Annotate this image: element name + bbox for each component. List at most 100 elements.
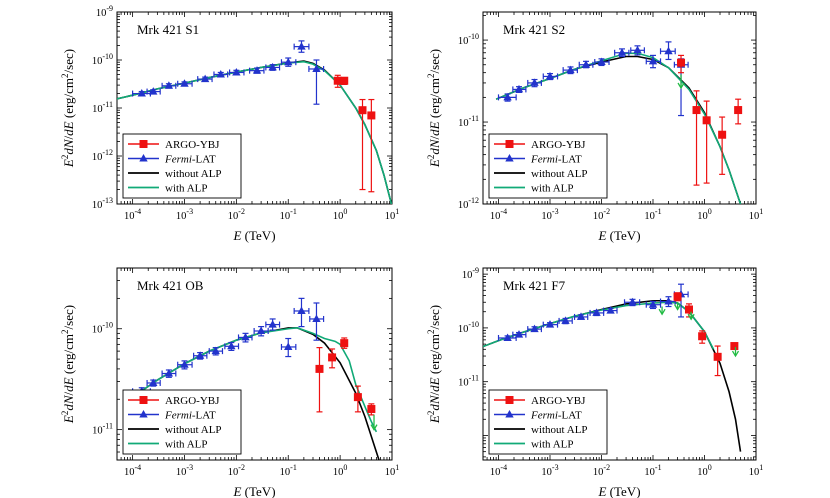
argo-point — [340, 76, 349, 85]
argo-point — [713, 352, 722, 361]
x-tick-label: 10-1 — [644, 207, 661, 222]
y-tick-base: 10 — [92, 200, 103, 211]
x-axis-symbol: E — [597, 228, 606, 243]
y-tick-label: 10-10 — [92, 321, 113, 336]
y-tick-exponent: -13 — [102, 196, 113, 205]
fermi-point — [312, 64, 321, 72]
legend-fermi-label: Fermi-LAT — [530, 154, 582, 166]
y-axis-slash: / — [427, 391, 442, 395]
y-axis-slash: / — [61, 135, 76, 139]
y-axis-unit-sup: 2 — [426, 329, 436, 334]
argo-point — [315, 364, 324, 373]
argo-point — [328, 353, 337, 362]
x-tick-exponent: 1 — [395, 463, 399, 472]
argo-point — [684, 305, 693, 314]
x-tick-label: 101 — [749, 207, 764, 222]
panel-1: 10-4 10-3 10-2 10-1 100 10110-1310-1210-1110-… — [60, 4, 399, 243]
fermi-point — [256, 326, 266, 334]
y-axis-unit: (erg/cm — [61, 78, 76, 121]
x-tick-exponent: 0 — [343, 207, 347, 216]
x-tick-base: 10 — [280, 467, 291, 478]
y-axis-dN: dN — [427, 138, 442, 155]
y-axis-E: E — [427, 159, 442, 168]
x-tick-base: 10 — [176, 211, 187, 222]
upper-limit-arrow-head — [658, 308, 666, 316]
y-tick-base: 10 — [92, 325, 103, 336]
x-tick-base: 10 — [228, 467, 239, 478]
legend-argo-marker — [505, 140, 514, 148]
x-tick-base: 10 — [333, 467, 344, 478]
y-tick-label: 10-10 — [92, 52, 113, 67]
legend-argo-marker — [505, 396, 514, 404]
y-tick-base: 10 — [458, 36, 469, 47]
y-axis-unit-sup: 2 — [60, 73, 70, 78]
panel-title: Mrk 421 S1 — [137, 22, 199, 37]
legend-fermi-marker — [139, 154, 148, 162]
fermi-point — [530, 324, 539, 333]
argo-point — [677, 58, 686, 67]
plot-area — [124, 297, 380, 460]
fermi-point — [514, 330, 524, 338]
x-tick-label: 10-4 — [124, 463, 141, 478]
x-tick-base: 10 — [490, 467, 501, 478]
x-axis-symbol: E — [232, 228, 241, 243]
fermi-point — [241, 332, 250, 341]
x-tick-exponent: -1 — [290, 463, 297, 472]
fermi-point — [137, 89, 146, 97]
legend-fermi-rest: -LAT — [558, 410, 582, 422]
legend-fermi-italic: Fermi — [164, 154, 192, 166]
fermi-point — [503, 92, 512, 101]
plot-area — [495, 41, 743, 204]
argo-point — [698, 332, 707, 341]
plot-frame — [482, 11, 757, 205]
x-tick-base: 10 — [697, 467, 708, 478]
fermi-point — [503, 333, 512, 341]
fermi-point — [268, 62, 277, 71]
y-tick-base: 10 — [458, 118, 469, 129]
y-axis-E: E — [61, 415, 76, 424]
x-tick-base: 10 — [176, 467, 187, 478]
y-axis-title: E2dN/dE (erg/cm2/sec) — [60, 49, 76, 168]
fermi-point — [284, 57, 293, 66]
y-axis-unit-end: /sec) — [61, 305, 76, 330]
y-axis-unit: (erg/cm — [427, 78, 442, 121]
argo-point — [367, 405, 376, 414]
legend-argo-marker — [139, 396, 148, 404]
x-tick-label: 10-1 — [280, 463, 297, 478]
x-tick-label: 10-1 — [644, 463, 661, 478]
panel-title: Mrk 421 F7 — [503, 278, 566, 293]
y-axis-sup: 2 — [426, 155, 436, 160]
legend: ARGO-YBJ Fermi-LAT without ALP with ALP — [488, 133, 608, 199]
legend-without-label: without ALP — [531, 168, 588, 180]
x-axis-symbol: E — [597, 484, 606, 498]
x-tick-base: 10 — [697, 211, 708, 222]
fermi-point — [617, 48, 627, 56]
legend-fermi-italic: Fermi — [164, 410, 192, 422]
fermi-point — [592, 308, 601, 316]
legend-without-label: without ALP — [531, 424, 588, 436]
y-tick-base: 10 — [92, 56, 103, 67]
argo-point — [333, 76, 342, 85]
y-axis-unit-end: /sec) — [427, 49, 442, 74]
legend-fermi-marker — [505, 154, 514, 162]
y-tick-base: 10 — [458, 378, 469, 389]
y-axis-unit-sup: 2 — [426, 73, 436, 78]
x-axis-unit: (TeV) — [606, 228, 640, 243]
y-axis-E: E — [61, 159, 76, 168]
panel-title: Mrk 421 S2 — [503, 22, 565, 37]
y-axis-dN: dN — [427, 394, 442, 411]
y-axis-title: E2dN/dE (erg/cm2/sec) — [426, 305, 442, 424]
fermi-point — [216, 69, 225, 78]
y-tick-label: 10-10 — [458, 320, 479, 335]
x-tick-exponent: -3 — [186, 207, 193, 216]
x-tick-label: 100 — [333, 463, 348, 478]
x-tick-base: 10 — [490, 211, 501, 222]
fermi-point — [211, 346, 220, 355]
y-tick-exponent: -11 — [103, 100, 113, 109]
fermi-point — [514, 84, 524, 93]
argo-point — [673, 292, 682, 301]
x-tick-base: 10 — [333, 211, 344, 222]
fermi-point — [149, 378, 158, 386]
y-axis-unit-sup: 2 — [60, 329, 70, 334]
x-tick-label: 10-2 — [593, 207, 610, 222]
